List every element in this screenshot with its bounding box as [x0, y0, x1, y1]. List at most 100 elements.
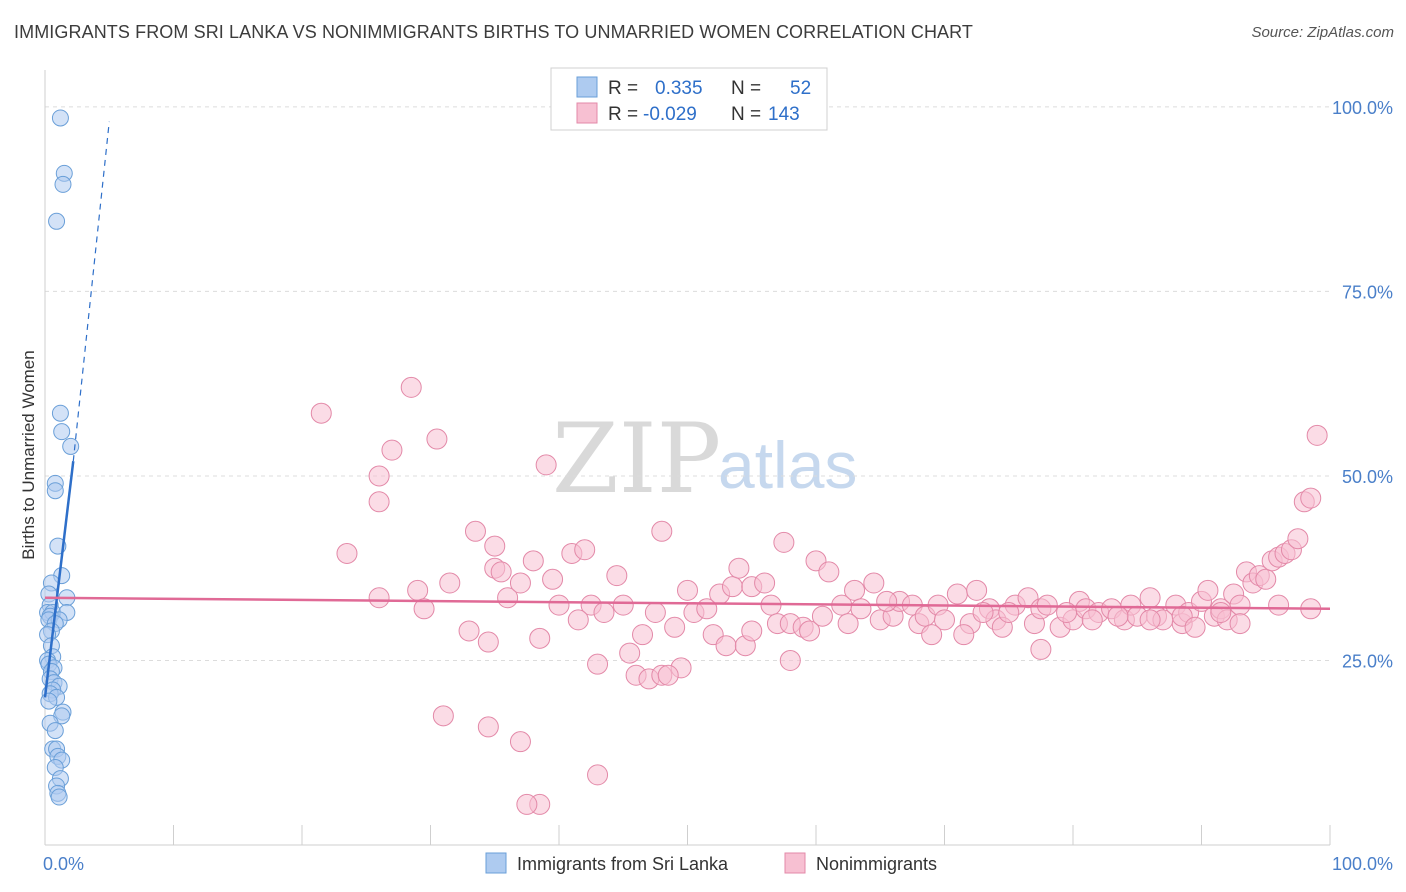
- legend-r-label: R =: [608, 104, 638, 125]
- nonimmigrant-point: [368, 465, 390, 487]
- nonimmigrants-trend-line: [44, 596, 1331, 611]
- nonimmigrant-point: [728, 557, 750, 579]
- nonimmigrant-point: [953, 624, 975, 646]
- nonimmigrant-point: [715, 635, 737, 657]
- nonimmigrant-point: [509, 572, 531, 594]
- sri-lanka-point: [46, 482, 64, 500]
- nonimmigrant-point: [1255, 568, 1277, 590]
- nonimmigrant-point: [818, 561, 840, 583]
- sri-lanka-point: [62, 437, 80, 455]
- nonimmigrants-points: [310, 376, 1328, 815]
- legend-swatch-nonimmigrants: [576, 102, 598, 124]
- trend-lines: [43, 121, 1331, 698]
- x-tick-label-right: 100.0%: [1332, 854, 1393, 874]
- x-tick-label-left: 0.0%: [43, 854, 84, 874]
- nonimmigrant-point: [921, 624, 943, 646]
- nonimmigrant-point: [413, 598, 435, 620]
- nonimmigrant-point: [1210, 602, 1232, 623]
- watermark-zip: ZIP: [552, 403, 721, 515]
- nonimmigrant-point: [516, 793, 538, 815]
- legend-r-label: R =: [608, 78, 638, 99]
- nonimmigrant-point: [464, 520, 486, 542]
- legend-n-value-nonimmigrants: 143: [768, 104, 800, 125]
- nonimmigrant-point: [310, 402, 332, 424]
- legend-r-value-sri-lanka: 0.335: [655, 78, 703, 99]
- correlation-legend: R = 0.335 N = 52 R = -0.029 N = 143: [550, 67, 828, 131]
- legend-n-value-sri-lanka: 52: [790, 78, 811, 99]
- legend-r-value-nonimmigrants: -0.029: [643, 104, 697, 125]
- nonimmigrant-point: [811, 605, 833, 627]
- nonimmigrant-point: [619, 642, 641, 664]
- sri-lanka-point: [51, 109, 69, 127]
- nonimmigrant-point: [574, 539, 596, 561]
- nonimmigrant-point: [612, 594, 634, 616]
- nonimmigrant-point: [1139, 609, 1161, 631]
- nonimmigrant-point: [779, 649, 801, 671]
- sri-lanka-point: [40, 692, 58, 710]
- nonimmigrant-point: [529, 627, 551, 649]
- sri-lanka-point: [51, 404, 69, 422]
- nonimmigrant-point: [946, 583, 968, 605]
- nonimmigrant-point: [1030, 638, 1052, 660]
- nonimmigrant-point: [966, 579, 988, 601]
- nonimmigrant-point: [368, 491, 390, 513]
- nonimmigrant-point: [1197, 579, 1219, 601]
- nonimmigrant-point: [972, 602, 994, 623]
- nonimmigrant-point: [1229, 594, 1251, 616]
- nonimmigrant-point: [587, 653, 609, 675]
- nonimmigrant-point: [1139, 587, 1161, 609]
- legend-n-label: N =: [731, 104, 761, 125]
- legend-label-sri-lanka: Immigrants from Sri Lanka: [517, 854, 729, 874]
- nonimmigrant-point: [439, 572, 461, 594]
- legend-n-label: N =: [731, 78, 761, 99]
- nonimmigrant-point: [741, 620, 763, 642]
- series-legend: Immigrants from Sri Lanka Nonimmigrants: [485, 852, 937, 874]
- nonimmigrant-point: [432, 705, 454, 727]
- nonimmigrant-point: [863, 572, 885, 594]
- nonimmigrant-point: [458, 620, 480, 642]
- nonimmigrant-point: [535, 454, 557, 476]
- nonimmigrant-point: [587, 764, 609, 786]
- nonimmigrant-point: [657, 664, 679, 686]
- legend-label-nonimmigrants: Nonimmigrants: [816, 854, 937, 874]
- sri-lanka-trend-line: [43, 461, 75, 698]
- legend-swatch-sri-lanka: [576, 76, 598, 98]
- nonimmigrant-point: [876, 590, 898, 612]
- nonimmigrant-point: [548, 594, 570, 616]
- nonimmigrant-point: [542, 568, 564, 590]
- sri-lanka-point: [50, 788, 68, 806]
- nonimmigrant-point: [509, 731, 531, 753]
- sri-lanka-point: [48, 212, 66, 230]
- nonimmigrant-point: [651, 520, 673, 542]
- nonimmigrant-point: [400, 376, 422, 398]
- nonimmigrant-point: [1300, 487, 1322, 509]
- nonimmigrant-point: [336, 542, 358, 564]
- nonimmigrant-point: [407, 579, 429, 601]
- y-tick-labels: 25.0% 50.0% 75.0% 100.0%: [1332, 98, 1393, 672]
- nonimmigrant-point: [477, 631, 499, 653]
- nonimmigrant-point: [837, 613, 859, 635]
- nonimmigrant-point: [490, 561, 512, 583]
- nonimmigrant-point: [844, 579, 866, 601]
- nonimmigrant-point: [754, 572, 776, 594]
- nonimmigrant-point: [773, 531, 795, 553]
- nonimmigrant-point: [567, 609, 589, 631]
- nonimmigrant-point: [664, 616, 686, 638]
- nonimmigrant-point: [1229, 613, 1251, 635]
- sri-lanka-point: [54, 175, 72, 193]
- axes: [44, 70, 1331, 846]
- y-tick-label: 100.0%: [1332, 98, 1393, 118]
- nonimmigrant-point: [677, 579, 698, 601]
- nonimmigrant-point: [998, 602, 1020, 623]
- nonimmigrant-point: [1306, 424, 1328, 446]
- grid-lines: [45, 106, 1330, 661]
- nonimmigrant-point: [1268, 594, 1290, 616]
- nonimmigrant-point: [799, 620, 821, 642]
- nonimmigrant-point: [1107, 605, 1129, 627]
- watermark: ZIP atlas: [552, 403, 857, 515]
- y-tick-label: 25.0%: [1342, 651, 1393, 671]
- nonimmigrant-point: [484, 535, 506, 557]
- watermark-atlas: atlas: [718, 428, 857, 502]
- nonimmigrant-point: [606, 565, 628, 587]
- y-axis-title: Births to Unmarried Women: [19, 350, 38, 559]
